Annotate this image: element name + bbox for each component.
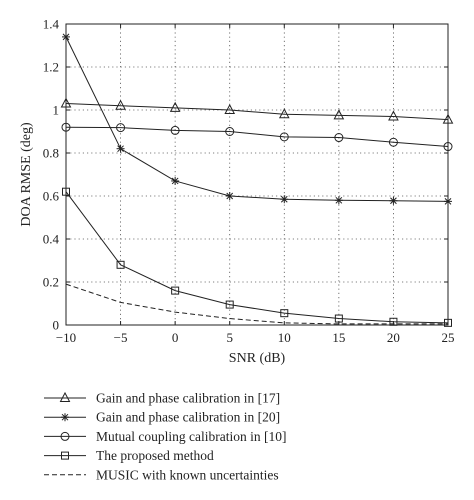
star-stroke (280, 195, 288, 203)
series-5-line (65, 283, 448, 325)
axis-ticks: −10 −5 0 5 10 15 20 25 0 0.2 0.4 0.6 0.8 1 1.2 1.4 (43, 17, 455, 346)
y-tick-label: 1.4 (43, 17, 60, 32)
x-tick-label: −10 (56, 330, 76, 345)
y-tick-label: 0.6 (43, 189, 60, 204)
legend: Gain and phase calibration in [17] Gain a… (44, 391, 286, 482)
series-4-point (116, 260, 125, 269)
legend-marker-2 (61, 413, 69, 422)
series-3-point (334, 133, 344, 143)
y-tick-label: 0.4 (43, 232, 60, 247)
star-stroke (171, 177, 179, 185)
series-1-point (115, 99, 126, 110)
series-1-point (278, 108, 290, 119)
y-axis-label: DOA RMSE (deg) (19, 122, 34, 227)
star-stroke (117, 145, 124, 153)
series-3-point (388, 137, 398, 147)
series-2-point (225, 192, 234, 200)
legend-entry-1: Gain and phase calibration in [17] (96, 391, 280, 406)
x-tick-label: 20 (387, 330, 400, 345)
series-4-line (65, 191, 449, 324)
y-tick-label: 0.8 (43, 146, 59, 161)
series-3-point (225, 127, 235, 136)
series-3-point (170, 125, 180, 135)
series-2-point (389, 196, 398, 205)
series-4-point (280, 309, 289, 318)
legend-marker-4 (61, 451, 69, 460)
series-1-point (169, 101, 181, 112)
legend-entry-5: MUSIC with known uncertainties (96, 467, 279, 482)
series-3-line (65, 126, 449, 148)
series-2-point (334, 196, 343, 205)
grid-lines (66, 24, 448, 325)
x-tick-label: 0 (172, 330, 179, 345)
legend-marker-1 (59, 391, 71, 402)
y-tick-label: 0 (53, 318, 60, 333)
star-stroke (61, 413, 69, 421)
series-2-point (116, 144, 125, 153)
star-stroke (226, 192, 234, 200)
series-3-point (116, 123, 126, 133)
y-tick-label: 1 (53, 103, 60, 118)
series-2-point (171, 176, 180, 185)
plot-frame (65, 23, 449, 326)
series-1 (60, 97, 454, 124)
star-stroke (390, 197, 397, 205)
series-1-point (333, 109, 345, 120)
star-stroke (335, 196, 343, 204)
x-axis-label: SNR (dB) (229, 351, 286, 366)
series-2-line (65, 36, 449, 202)
y-tick-label: 0.2 (43, 275, 59, 290)
series-3-point (279, 132, 289, 142)
legend-entry-2: Gain and phase calibration in [20] (96, 410, 280, 425)
x-tick-label: 5 (226, 330, 233, 345)
x-tick-label: 15 (332, 330, 345, 345)
series-2-point (280, 195, 289, 204)
x-tick-label: 25 (442, 330, 455, 345)
series-4-point (171, 286, 180, 295)
series-5 (65, 283, 448, 325)
x-tick-label: −5 (114, 330, 128, 345)
x-tick-label: 10 (278, 330, 291, 345)
legend-entry-3: Mutual coupling calibration in [10] (96, 429, 286, 444)
series-4 (62, 187, 452, 327)
series-1-line (65, 103, 449, 121)
legend-entry-4: The proposed method (96, 448, 214, 463)
series-4-point (225, 300, 234, 309)
y-tick-label: 1.2 (43, 60, 59, 75)
series-1-point (224, 103, 236, 114)
legend-marker-3 (60, 431, 70, 441)
series-1-point (388, 110, 399, 121)
